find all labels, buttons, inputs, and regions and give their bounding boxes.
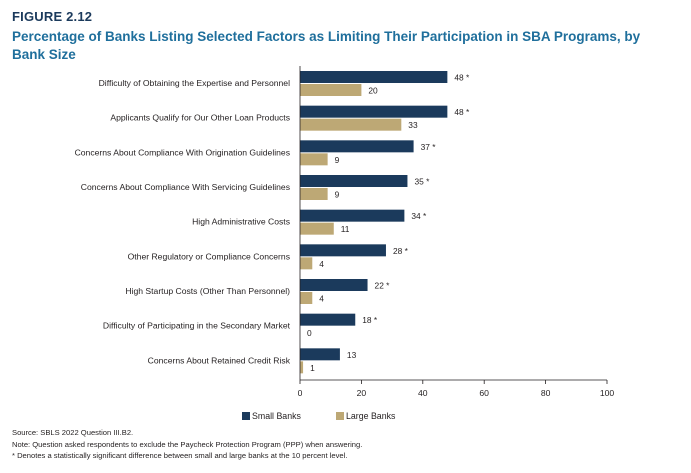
category-label: Applicants Qualify for Our Other Loan Pr…: [110, 113, 290, 123]
category-label: Concerns About Compliance With Servicing…: [81, 182, 290, 192]
large-banks-bar: [300, 153, 328, 166]
data-label: 13: [347, 350, 357, 360]
category-label: High Startup Costs (Other Than Personnel…: [125, 286, 290, 296]
small-banks-bar: [300, 313, 356, 326]
small-banks-bar: [300, 71, 448, 83]
data-label: 1: [310, 363, 315, 373]
data-label: 35 *: [414, 177, 430, 187]
small-banks-bar: [300, 209, 405, 222]
data-label: 48 *: [454, 107, 470, 117]
data-label: 28 *: [393, 246, 409, 256]
data-label: 18 *: [362, 315, 378, 325]
data-label: 33: [408, 120, 418, 130]
category-label: High Administrative Costs: [192, 217, 290, 227]
data-label: 37 *: [421, 142, 437, 152]
data-label: 20: [368, 86, 378, 96]
chart-title: Percentage of Banks Listing Selected Fac…: [12, 29, 641, 62]
large-banks-bar: [300, 188, 328, 200]
x-tick-label: 60: [479, 388, 489, 398]
x-tick-label: 80: [541, 388, 551, 398]
large-banks-bar: [300, 84, 362, 96]
chart-notes: Source: SBLS 2022 Question III.B2. Note:…: [12, 427, 362, 462]
category-label: Concerns About Retained Credit Risk: [148, 355, 291, 365]
data-label: 9: [335, 155, 340, 165]
legend-swatch: [242, 412, 250, 420]
data-label: 4: [319, 294, 324, 304]
category-label: Difficulty of Participating in the Secon…: [103, 321, 291, 331]
large-banks-bar: [300, 257, 313, 270]
data-label: 34 *: [411, 211, 427, 221]
x-tick-label: 0: [298, 388, 303, 398]
large-banks-bar: [300, 222, 334, 235]
small-banks-bar: [300, 140, 414, 153]
small-banks-bar: [300, 244, 386, 257]
data-label: 48 *: [454, 73, 470, 83]
significance-note: * Denotes a statistically significant di…: [12, 451, 348, 460]
x-tick-label: 40: [418, 388, 428, 398]
small-banks-bar: [300, 279, 368, 291]
legend-label: Small Banks: [252, 411, 301, 421]
x-tick-label: 20: [357, 388, 367, 398]
small-banks-bar: [300, 105, 448, 118]
category-label: Concerns About Compliance With Originati…: [75, 147, 290, 157]
category-label: Other Regulatory or Compliance Concerns: [128, 251, 290, 261]
data-label: 4: [319, 259, 324, 269]
data-label: 11: [341, 224, 350, 234]
source-note: Source: SBLS 2022 Question III.B2.: [12, 428, 134, 437]
ppp-note: Note: Question asked respondents to excl…: [12, 439, 363, 449]
data-label: 9: [335, 190, 340, 200]
large-banks-bar: [300, 361, 304, 374]
category-label: Difficulty of Obtaining the Expertise an…: [99, 78, 290, 88]
figure-label: FIGURE 2.12: [12, 9, 93, 24]
legend-swatch: [336, 412, 344, 420]
x-tick-label: 100: [600, 388, 615, 398]
large-banks-bar: [300, 118, 402, 131]
small-banks-bar: [300, 348, 340, 361]
data-label: 0: [307, 328, 312, 338]
legend-label: Large Banks: [346, 411, 396, 421]
small-banks-bar: [300, 175, 408, 187]
data-label: 22 *: [375, 281, 391, 291]
large-banks-bar: [300, 292, 313, 304]
